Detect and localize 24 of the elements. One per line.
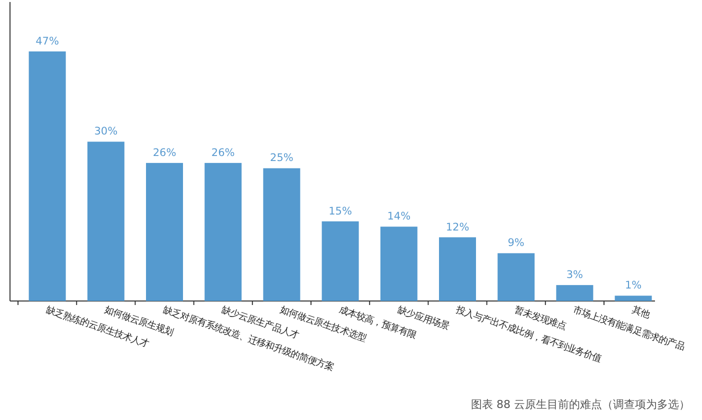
data-label: 26%: [152, 146, 176, 159]
bar: [28, 51, 66, 301]
data-label: 47%: [36, 35, 59, 48]
bar: [87, 142, 124, 301]
data-label: 15%: [328, 205, 352, 218]
data-label: 9%: [508, 237, 524, 250]
bar: [204, 162, 242, 301]
bar: [614, 296, 652, 301]
data-label: 26%: [211, 146, 235, 159]
data-label: 14%: [387, 210, 411, 223]
data-label: 3%: [566, 269, 584, 282]
bar: [263, 168, 300, 301]
bar: [556, 285, 594, 301]
bar: [439, 237, 476, 301]
data-label: 1%: [624, 280, 642, 292]
x-tick-label: 其他: [630, 304, 651, 321]
bar: [322, 221, 359, 301]
data-label: 25%: [270, 152, 294, 164]
bar: [380, 226, 418, 301]
data-label: 30%: [94, 126, 118, 138]
bar: [146, 162, 183, 301]
bar: [498, 253, 535, 301]
text: 图表 88 云原生目前的难点（调查项为多选）: [471, 398, 690, 411]
data-label: 12%: [446, 221, 470, 234]
